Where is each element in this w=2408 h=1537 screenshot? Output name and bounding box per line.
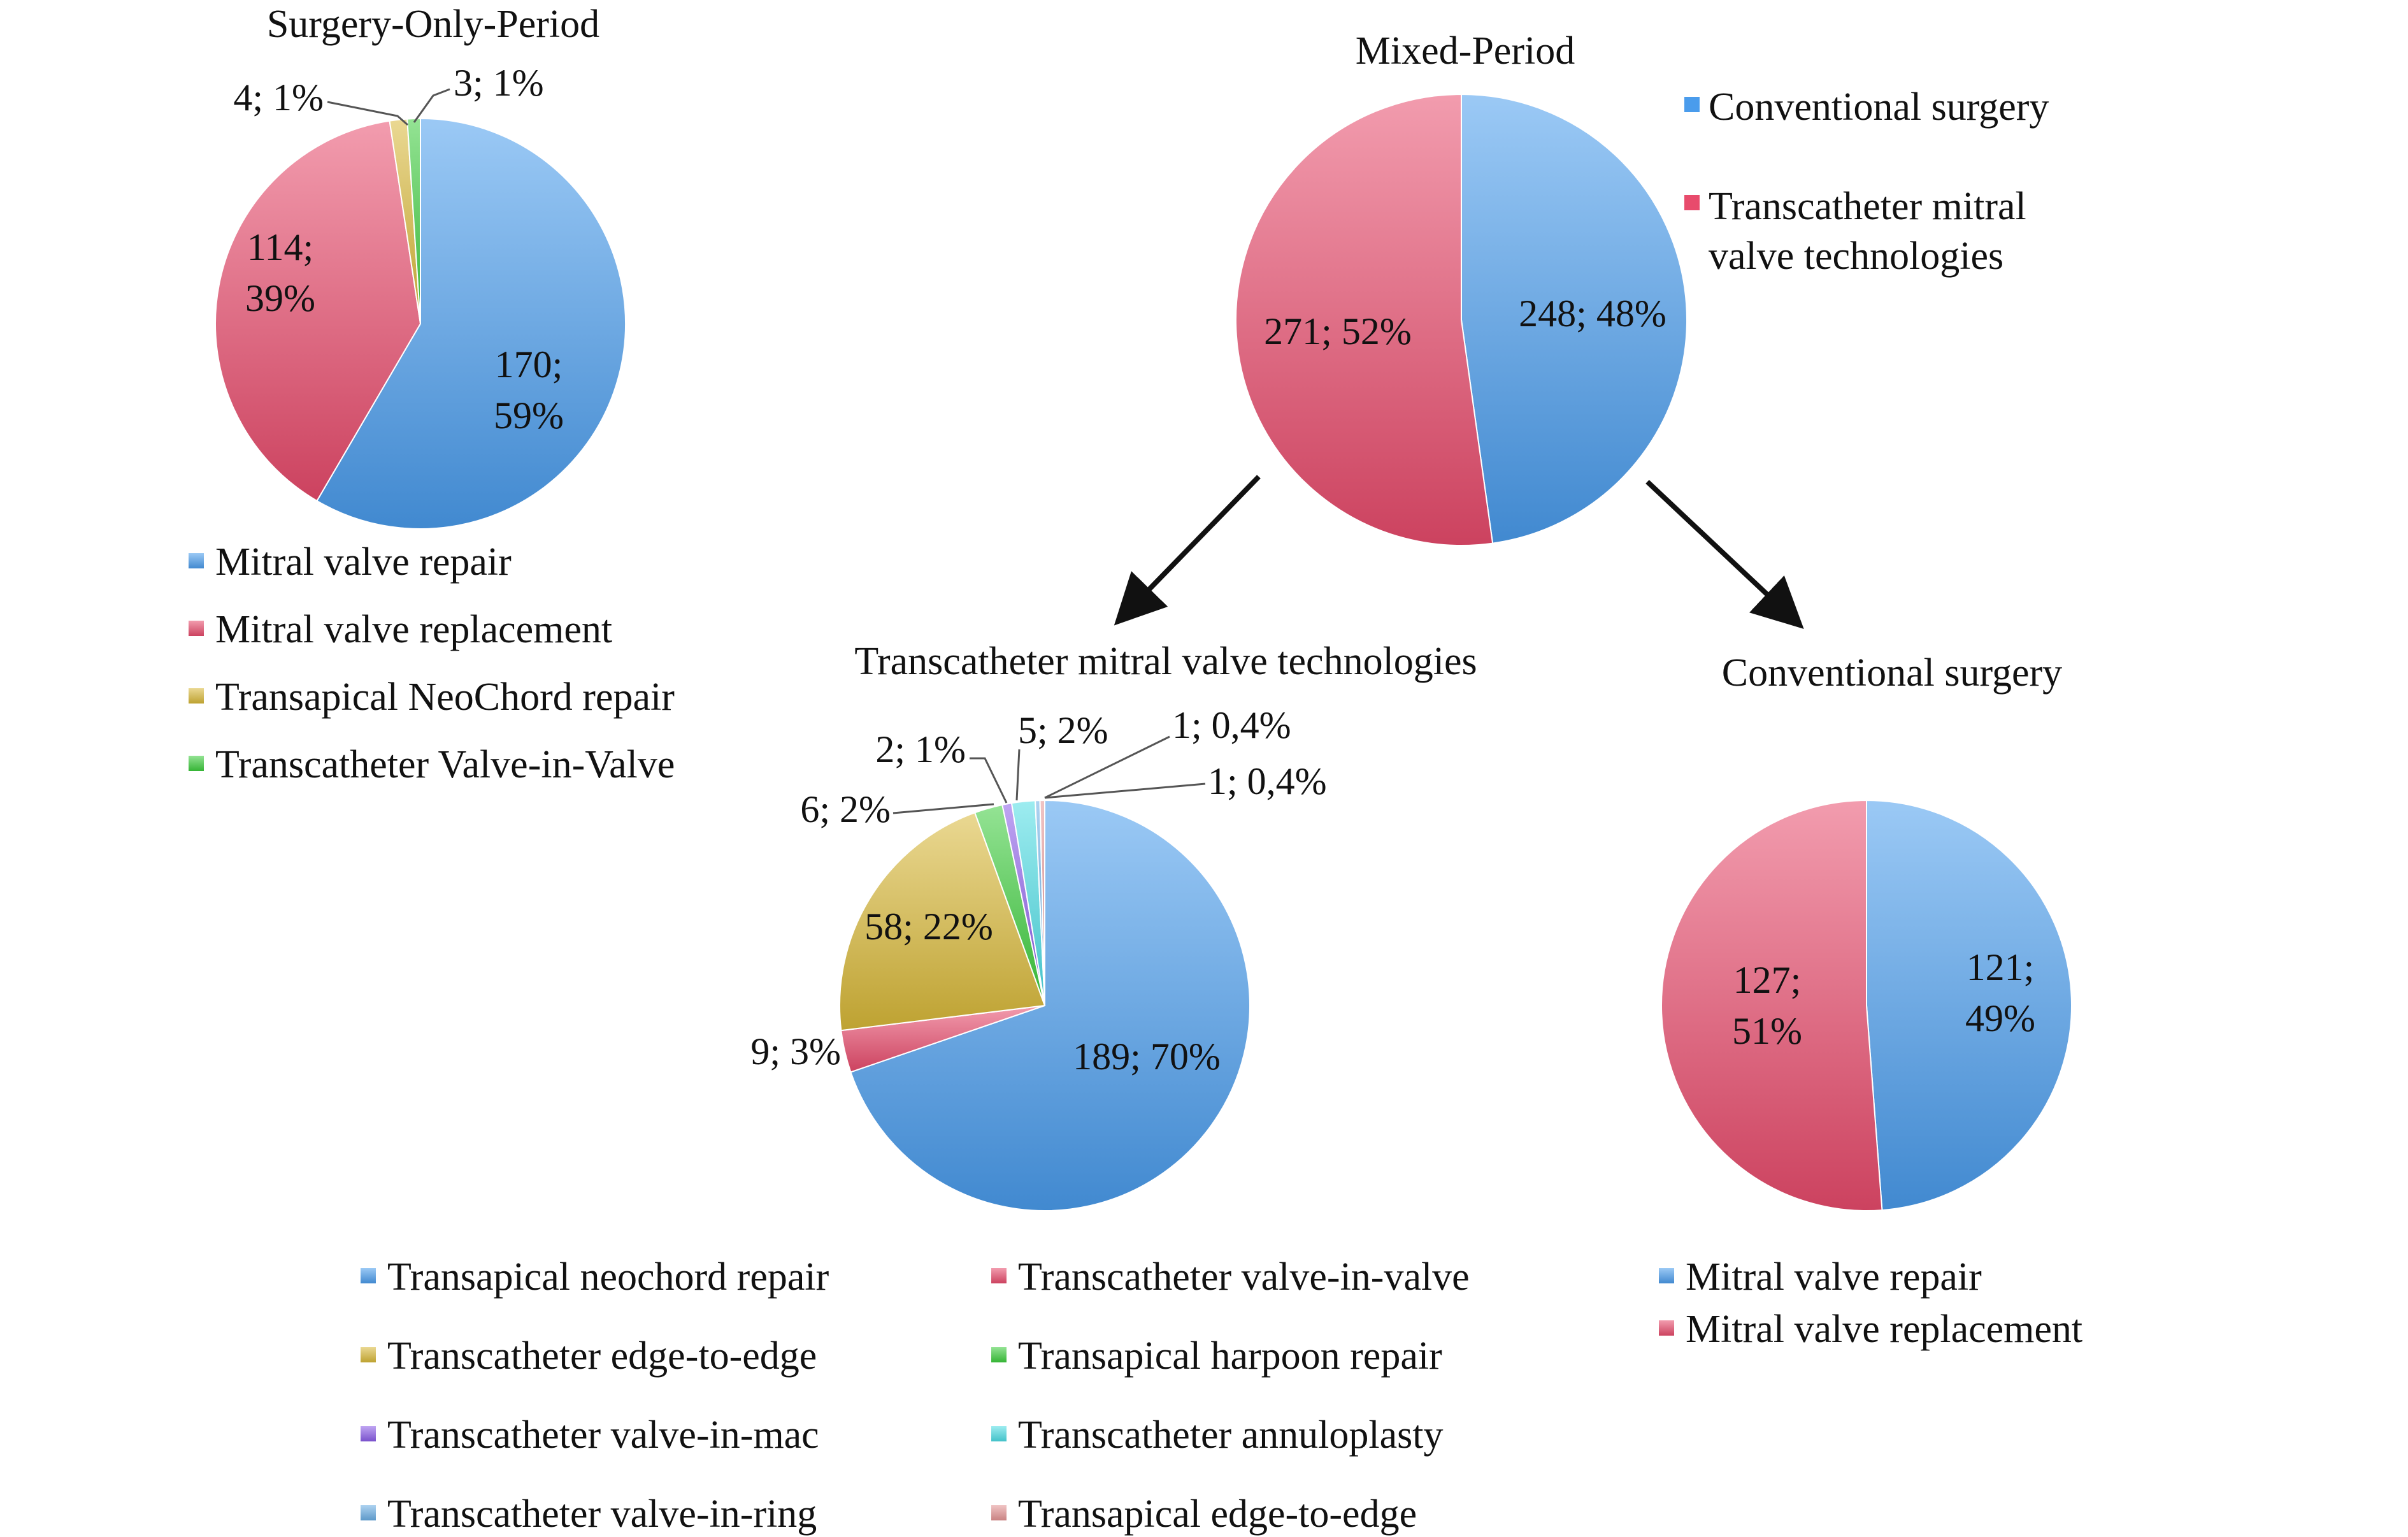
- legend-swatch: [1659, 1268, 1674, 1283]
- leader-line-valve-in-mac: [970, 757, 1008, 804]
- legend-label: Transcatheter edge-to-edge: [387, 1334, 817, 1378]
- legend-swatch: [991, 1426, 1007, 1441]
- pie-slices: [1661, 799, 2072, 1211]
- leader-line-valve-in-valve: [413, 88, 450, 123]
- legend-label: Transcatheter mitral: [1709, 185, 2026, 228]
- chart-title: Surgery-Only-Period: [267, 3, 599, 46]
- pie-slice-mitral-valve-repair: [316, 117, 626, 530]
- data-label-valve-in-valve: 3; 1%: [454, 62, 544, 104]
- legend-label: Transcatheter annuloplasty: [1018, 1413, 1444, 1457]
- data-label-neochord: 4; 1%: [233, 76, 324, 119]
- legend-label: Transapical harpoon repair: [1018, 1334, 1442, 1378]
- svg-text:114;: 114;: [247, 226, 313, 268]
- chart-title: Transcatheter mitral valve technologies: [854, 640, 1477, 683]
- legend-label: Transcatheter valve-in-valve: [1018, 1255, 1470, 1299]
- data-label-edge-to-edge: 58; 22%: [864, 906, 993, 948]
- pie-slice-conventional-surgery: [1461, 93, 1688, 544]
- legend-label: Transapical NeoChord repair: [215, 675, 675, 719]
- chart-title: Mixed-Period: [1356, 29, 1575, 73]
- legend-swatch: [189, 756, 204, 771]
- data-label-transcatheter: 271; 52%: [1264, 310, 1412, 352]
- chart-conventional-surgery: Conventional surgery 121; 49% 127; 51% M…: [1659, 651, 2082, 1351]
- legend-swatch: [189, 553, 204, 568]
- chart-transcatheter-technologies: Transcatheter mitral valve technologies …: [361, 640, 1477, 1536]
- legend: Mitral valve repair Mitral valve replacem…: [189, 540, 675, 786]
- pie-slice-transcatheter-mitral-valve-technologies: [1235, 93, 1494, 546]
- legend-label: Conventional surgery: [1709, 85, 2049, 129]
- legend-swatch: [991, 1347, 1007, 1362]
- legend: Transapical neochord repair Transcatheter…: [361, 1255, 1470, 1536]
- arrow-to-conventional: [1645, 480, 1804, 629]
- legend-swatch: [361, 1426, 376, 1441]
- legend-label: Mitral valve repair: [215, 540, 512, 584]
- legend-swatch: [1684, 195, 1700, 210]
- pie-slices: [1235, 93, 1688, 546]
- svg-text:170;: 170;: [495, 343, 563, 386]
- svg-text:51%: 51%: [1732, 1010, 1802, 1052]
- leader-line-transapical-edge: [1044, 783, 1206, 799]
- legend-swatch: [1659, 1320, 1674, 1336]
- legend-label: valve technologies: [1709, 235, 2003, 278]
- pie-slice-transcatheter-edge-to-edge: [839, 811, 1046, 1032]
- legend-label: Mitral valve replacement: [215, 608, 612, 651]
- data-label-replacement: 127; 51%: [1732, 959, 1802, 1052]
- pie-slice-transapical-neochord-repair: [850, 799, 1251, 1211]
- data-label-annuloplasty: 5; 2%: [1018, 709, 1108, 751]
- pie-slice-transcatheter-valve-in-valve: [406, 117, 421, 324]
- pie-slice-mitral-valve-replacement: [1661, 799, 1883, 1211]
- legend-label: Transapical neochord repair: [387, 1255, 829, 1299]
- data-label-valve-in-valve: 9; 3%: [750, 1030, 841, 1072]
- data-label-harpoon: 6; 2%: [800, 788, 891, 830]
- legend: Mitral valve repair Mitral valve replacem…: [1659, 1255, 2082, 1351]
- data-label-transapical-edge: 1; 0,4%: [1208, 760, 1327, 802]
- svg-text:39%: 39%: [245, 277, 315, 319]
- data-label-valve-in-ring: 1; 0,4%: [1172, 704, 1291, 746]
- data-label-neochord: 189; 70%: [1073, 1035, 1221, 1078]
- legend-label: Transcatheter valve-in-mac: [387, 1413, 819, 1457]
- legend-swatch: [1684, 97, 1700, 112]
- legend-label: Transcatheter valve-in-ring: [387, 1492, 817, 1536]
- legend-swatch: [991, 1268, 1007, 1283]
- leader-line-neochord: [327, 101, 408, 126]
- legend-swatch: [991, 1505, 1007, 1520]
- pie-slice-transapical-edge-to-edge: [1039, 799, 1045, 1006]
- legend-swatch: [361, 1268, 376, 1283]
- data-label-replacement: 114; 39%: [245, 226, 315, 319]
- pie-slices: [839, 799, 1251, 1211]
- legend-label: Mitral valve repair: [1686, 1255, 1982, 1299]
- legend-label: Transapical edge-to-edge: [1018, 1492, 1417, 1536]
- leader-line-valve-in-ring: [1044, 735, 1170, 799]
- svg-text:49%: 49%: [1965, 997, 2035, 1039]
- chart-mixed-period: Mixed-Period 248; 48% 271; 52% Conventio…: [1235, 29, 2049, 546]
- svg-text:127;: 127;: [1733, 959, 1802, 1001]
- pie-slice-mitral-valve-repair: [1866, 799, 2072, 1211]
- chart-surgery-only-period: Surgery-Only-Period 170; 59% 114; 39% 4;…: [189, 3, 675, 786]
- chart-title: Conventional surgery: [1722, 651, 2062, 695]
- pie-slice-mitral-valve-replacement: [215, 120, 422, 502]
- arrow-to-transcatheter: [1114, 475, 1261, 626]
- data-label-repair: 121; 49%: [1965, 946, 2035, 1039]
- legend-label: Transcatheter Valve-in-Valve: [215, 743, 675, 786]
- svg-text:121;: 121;: [1967, 946, 2035, 988]
- leader-line-annuloplasty: [1015, 749, 1021, 801]
- svg-text:59%: 59%: [494, 394, 564, 437]
- legend-swatch: [189, 621, 204, 636]
- legend-swatch: [361, 1347, 376, 1362]
- data-label-conventional: 248; 48%: [1519, 292, 1666, 335]
- legend-label: Mitral valve replacement: [1686, 1308, 2082, 1351]
- legend: Conventional surgery Transcatheter mitra…: [1684, 85, 2049, 278]
- data-label-repair: 170; 59%: [494, 343, 564, 437]
- legend-swatch: [361, 1505, 376, 1520]
- leader-line-harpoon: [892, 803, 994, 814]
- pie-slices: [215, 117, 626, 530]
- data-label-valve-in-mac: 2; 1%: [875, 728, 966, 770]
- legend-swatch: [189, 688, 204, 704]
